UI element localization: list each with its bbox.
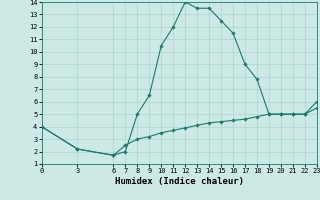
X-axis label: Humidex (Indice chaleur): Humidex (Indice chaleur) [115, 177, 244, 186]
